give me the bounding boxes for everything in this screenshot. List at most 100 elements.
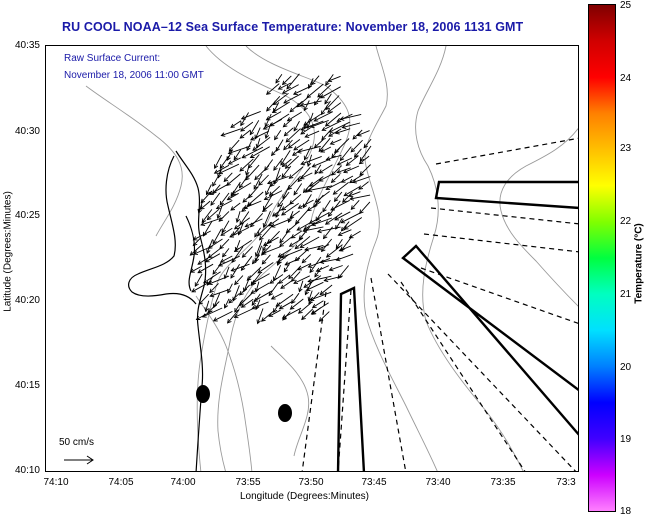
- current-vector-head: [253, 185, 258, 190]
- current-vector: [247, 191, 264, 206]
- current-vector: [330, 199, 350, 211]
- current-vector: [273, 92, 289, 105]
- radial-2: [430, 207, 578, 225]
- current-vector-head: [197, 208, 202, 214]
- current-vector: [210, 192, 221, 206]
- current-vector: [207, 301, 220, 313]
- current-vector-head: [294, 244, 300, 250]
- current-vector: [334, 211, 351, 221]
- current-vector: [281, 202, 293, 211]
- current-vector: [239, 292, 253, 306]
- current-vector-head: [325, 253, 331, 258]
- current-vector-head: [199, 205, 205, 210]
- current-vector-head: [340, 219, 346, 224]
- current-vector-head: [321, 247, 326, 253]
- current-vector-head: [321, 135, 326, 141]
- current-vector-head: [281, 89, 287, 94]
- colorbar-tick-24: 24: [620, 73, 632, 84]
- current-vector-head: [241, 207, 246, 213]
- current-vector-head: [251, 259, 257, 265]
- current-vector-head: [324, 99, 329, 105]
- current-vector: [224, 266, 230, 279]
- current-vector: [257, 262, 274, 274]
- current-vector: [231, 182, 252, 195]
- coastline: [128, 150, 207, 471]
- current-vector-head: [197, 269, 203, 274]
- xtick-7: 73:35: [490, 477, 516, 488]
- current-vector: [203, 220, 213, 237]
- current-vector-head: [289, 213, 295, 219]
- current-vector: [297, 262, 312, 271]
- current-vector-head: [201, 313, 207, 318]
- current-vector: [197, 263, 214, 274]
- current-vector: [303, 275, 322, 288]
- current-vector: [234, 239, 252, 252]
- current-vector-head: [231, 190, 236, 195]
- current-vector: [317, 84, 332, 98]
- current-vector-head: [288, 274, 293, 280]
- current-vector-head: [339, 116, 345, 121]
- current-vector-head: [309, 268, 314, 274]
- current-vector-head: [228, 298, 234, 304]
- current-vector-head: [242, 204, 248, 210]
- current-vector: [282, 184, 291, 199]
- current-vector: [228, 157, 241, 165]
- current-vector-head: [286, 84, 291, 90]
- current-vector-head: [331, 171, 336, 176]
- current-vector-head: [268, 312, 274, 317]
- current-vector: [288, 139, 301, 149]
- current-vector-head: [282, 122, 288, 128]
- current-vector-head: [352, 179, 357, 184]
- current-vector-head: [223, 303, 229, 309]
- current-vector: [280, 150, 291, 166]
- current-vector-head: [219, 258, 225, 263]
- current-vector: [326, 244, 343, 258]
- current-vector-head: [217, 262, 223, 267]
- site-marker-2: [278, 404, 292, 422]
- current-vector: [308, 257, 331, 268]
- current-vector: [255, 299, 261, 310]
- current-vector-head: [212, 239, 217, 245]
- current-vector-head: [260, 317, 266, 322]
- current-vector: [304, 145, 312, 160]
- current-vector: [200, 217, 224, 226]
- current-vector-head: [226, 156, 231, 162]
- current-vector-head: [230, 273, 235, 279]
- current-vector-head: [272, 308, 278, 313]
- current-vector: [300, 100, 322, 107]
- current-vector-head: [304, 290, 309, 296]
- current-vector-head: [328, 266, 334, 272]
- current-vector-head: [318, 177, 324, 182]
- current-vector-head: [273, 166, 278, 171]
- current-vector-head: [337, 231, 343, 237]
- current-vector: [357, 130, 370, 136]
- current-vector: [259, 226, 272, 241]
- current-vector-head: [232, 296, 237, 302]
- current-vector-head: [342, 198, 347, 203]
- current-vector: [228, 293, 240, 304]
- current-vector-head: [237, 230, 242, 236]
- current-vector: [291, 271, 301, 282]
- current-vector-head: [270, 151, 276, 157]
- current-vector: [268, 218, 280, 227]
- current-vector-head: [277, 202, 282, 208]
- map-plot-area: [45, 45, 579, 472]
- current-vector-head: [218, 170, 224, 175]
- current-vector-head: [241, 253, 247, 258]
- current-vector: [300, 127, 311, 135]
- current-vector: [231, 263, 250, 272]
- current-vector: [285, 128, 301, 143]
- current-vector: [312, 158, 331, 168]
- current-vector: [337, 265, 349, 279]
- current-vector: [275, 203, 284, 218]
- current-vector: [331, 165, 342, 176]
- current-vector: [310, 119, 329, 128]
- current-vector-head: [304, 188, 310, 193]
- current-vector: [230, 202, 241, 211]
- current-vector: [308, 292, 320, 304]
- current-vector-head: [261, 207, 267, 213]
- current-vector: [287, 175, 301, 190]
- current-vector-head: [325, 185, 331, 191]
- current-vector-head: [254, 232, 259, 238]
- current-vector: [239, 129, 251, 139]
